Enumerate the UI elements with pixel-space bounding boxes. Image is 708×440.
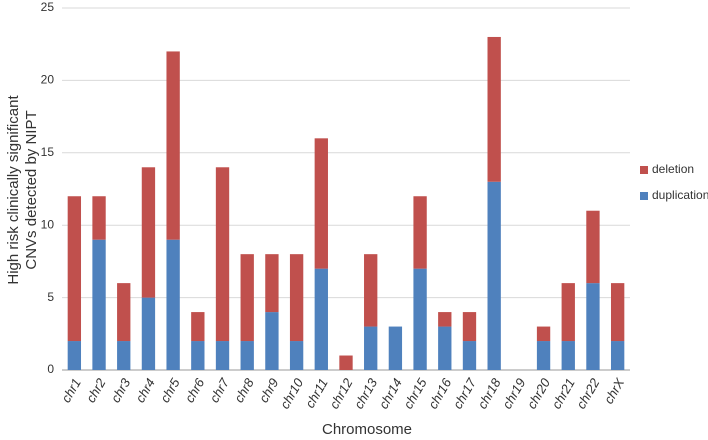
- bar-segment: [240, 254, 254, 342]
- bar-segment: [215, 167, 230, 342]
- y-axis-label-line: CNVs detected by NIPT: [23, 110, 40, 269]
- legend-label: duplication: [652, 188, 708, 202]
- bar-segment: [141, 297, 156, 370]
- y-tick-label: 20: [41, 73, 55, 87]
- bar-segment: [117, 341, 131, 370]
- x-tick-label: chr16: [425, 375, 455, 411]
- bar-segment: [462, 341, 477, 370]
- legend-swatch: [640, 166, 648, 174]
- x-tick-label: chr12: [326, 375, 356, 411]
- bar-segment: [487, 36, 501, 182]
- x-tick-label: chr17: [450, 375, 480, 411]
- bar-segment: [438, 312, 452, 327]
- x-tick-label: chrX: [601, 375, 628, 407]
- x-tick-label: chr6: [182, 375, 208, 405]
- x-axis-label: Chromosome: [322, 421, 412, 438]
- bar-segment: [166, 239, 180, 370]
- bar-segment: [67, 341, 82, 370]
- bar-segment: [191, 312, 205, 342]
- bar-segment: [536, 326, 551, 342]
- bar-segment: [462, 312, 477, 342]
- bar-segment: [215, 341, 230, 370]
- bar-segment: [610, 283, 625, 342]
- y-tick-label: 25: [41, 0, 55, 14]
- x-tick-label: chr14: [376, 376, 405, 412]
- x-tick-label: chr2: [83, 375, 109, 405]
- bar-segment: [117, 283, 131, 342]
- bar-segment: [314, 268, 328, 370]
- x-tick-label: chr11: [302, 376, 331, 411]
- bar-segment: [561, 283, 575, 342]
- x-tick-label: chr4: [132, 376, 158, 405]
- x-tick-label: chr10: [277, 375, 307, 411]
- bar-segment: [364, 254, 378, 327]
- bar-segment: [314, 138, 328, 269]
- legend-label: deletion: [652, 162, 694, 176]
- bar-segment: [586, 210, 600, 284]
- y-tick-label: 10: [41, 217, 55, 231]
- bar-segment: [67, 196, 82, 342]
- bar-segment: [487, 181, 501, 370]
- x-tick-label: chr7: [206, 375, 232, 405]
- bar-segment: [586, 283, 600, 370]
- bar-segment: [289, 341, 304, 370]
- x-tick-label: chr18: [474, 375, 504, 411]
- bar-segment: [339, 355, 353, 370]
- x-tick-label: chr20: [524, 375, 554, 411]
- y-tick-label: 0: [47, 362, 54, 376]
- bar-segment: [166, 51, 180, 240]
- y-tick-label: 5: [47, 290, 54, 304]
- x-tick-label: chr13: [351, 375, 381, 411]
- bar-segment: [364, 326, 378, 370]
- bar-segment: [388, 326, 403, 370]
- bar-segment: [289, 254, 304, 342]
- x-tick-label: chr8: [231, 375, 257, 405]
- x-tick-label: chr19: [499, 376, 528, 412]
- x-tick-label: chr1: [58, 376, 84, 405]
- bar-segment: [92, 196, 106, 240]
- bar-segment: [265, 312, 279, 370]
- bar-segment: [141, 167, 156, 298]
- bar-segment: [413, 196, 427, 269]
- x-tick-label: chr21: [549, 376, 578, 412]
- bar-segment: [438, 326, 452, 370]
- bar-segment: [413, 268, 427, 370]
- y-axis-label: High risk clinically significant CNVs de…: [5, 95, 40, 285]
- x-tick-label: chr22: [573, 375, 603, 411]
- x-tick-label: chr5: [157, 375, 183, 405]
- bar-segment: [610, 341, 625, 370]
- x-tick-label: chr3: [108, 375, 134, 405]
- bar-segment: [92, 239, 106, 370]
- y-axis-label-line: High risk clinically significant: [5, 95, 22, 285]
- legend-swatch: [640, 192, 648, 200]
- x-tick-label: chr15: [400, 375, 430, 411]
- bar-segment: [536, 341, 551, 370]
- bar-segment: [191, 341, 205, 370]
- y-tick-label: 15: [41, 145, 55, 159]
- bar-segment: [265, 254, 279, 313]
- bar-segment: [561, 341, 575, 370]
- bar-segment: [240, 341, 254, 370]
